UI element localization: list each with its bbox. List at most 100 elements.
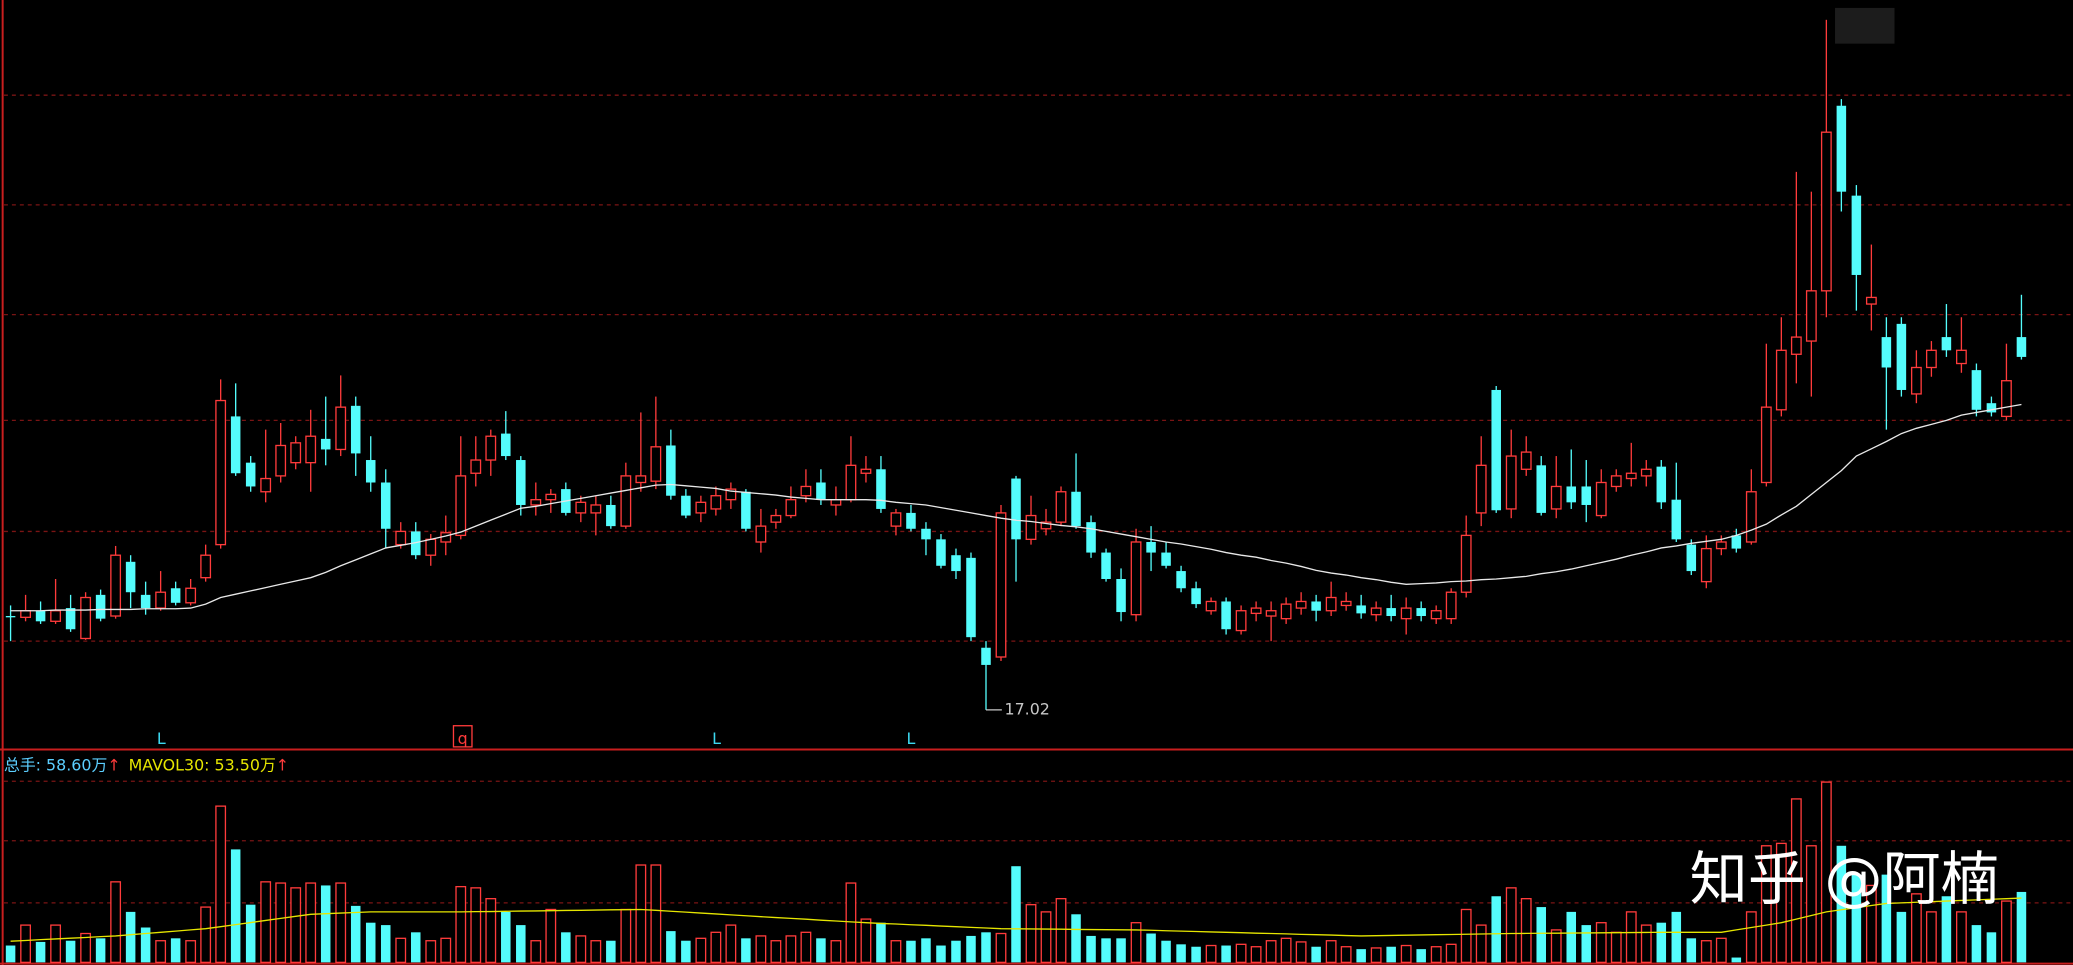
volume-bar: [455, 885, 467, 964]
candle-body: [1836, 105, 1847, 192]
volume-bar: [1280, 937, 1292, 964]
info-box: [1835, 7, 1895, 44]
plot-area: [5, 19, 2027, 964]
candle-body: [725, 488, 737, 501]
candle-body: [245, 462, 256, 487]
candle-body: [65, 608, 76, 630]
candle-body: [1805, 290, 1817, 342]
candle-body: [1280, 603, 1292, 620]
marker: L: [157, 729, 166, 748]
candle-body: [170, 588, 181, 603]
candle-body: [1386, 608, 1396, 617]
candle-body: [1445, 591, 1457, 620]
candle-body: [1640, 468, 1652, 477]
candle-body: [710, 495, 722, 510]
volume-bar: [1191, 946, 1201, 963]
volume-bar: [1295, 941, 1307, 964]
candle-body: [1820, 131, 1832, 292]
candle-body: [695, 501, 707, 514]
volume-bar: [995, 932, 1007, 964]
candle-body: [530, 499, 542, 506]
candle-body: [1116, 579, 1126, 613]
candle-body: [95, 594, 106, 619]
candle-body: [1520, 451, 1532, 470]
arrow: ↑: [276, 756, 289, 775]
volume-bar: [185, 940, 197, 964]
candle-body: [125, 561, 136, 593]
volume-bar: [410, 932, 421, 963]
volume-bar: [741, 938, 751, 963]
candle-body: [1101, 552, 1111, 579]
volume-bar: [606, 940, 616, 963]
volume-bar: [1416, 949, 1426, 963]
candle-body: [785, 499, 797, 517]
volume-bar: [20, 924, 32, 964]
candle-body: [230, 416, 241, 474]
candle-body: [1221, 601, 1231, 630]
marker-box: [452, 725, 473, 748]
candle-body: [830, 499, 842, 506]
volume-bar: [1581, 925, 1592, 963]
volume-bar: [1040, 911, 1052, 964]
candle-body: [635, 475, 647, 484]
candle-body: [1176, 571, 1186, 589]
candle-body: [455, 475, 467, 537]
candle-body: [5, 616, 16, 618]
candle-body: [110, 554, 122, 617]
volume-bar: [1221, 945, 1231, 963]
volume-bar: [800, 931, 812, 964]
volume-bar: [575, 935, 587, 964]
candle-body: [921, 528, 931, 540]
volume-bar: [1325, 940, 1337, 964]
candle-body: [395, 530, 407, 546]
candle-body: [1011, 478, 1021, 540]
volume-bar: [275, 882, 287, 964]
price-ma-line: [10, 403, 2022, 612]
candle-body: [1865, 296, 1877, 305]
candle-body: [1071, 491, 1081, 527]
candle-body: [501, 433, 511, 457]
volume-bar: [1116, 938, 1126, 963]
volume-bar: [1311, 946, 1321, 963]
price-grid: [3, 94, 2073, 904]
volume-bar: [380, 925, 391, 963]
candle-body: [681, 495, 691, 516]
candle-body: [1025, 514, 1037, 541]
volume-bar: [1971, 925, 1982, 963]
candle-body: [1745, 491, 1757, 543]
candle-body: [966, 557, 976, 638]
candle-body: [1460, 534, 1472, 593]
volume-bar: [155, 940, 167, 964]
volume-bar: [1731, 957, 1742, 963]
volume-bar: [785, 935, 797, 964]
volume-bar: [755, 935, 767, 964]
candle-body: [2016, 337, 2027, 357]
volume-bar: [966, 935, 976, 963]
volume-bar: [1071, 914, 1081, 963]
volume-bar: [215, 805, 227, 964]
candle-body: [215, 399, 227, 546]
volume-bar: [1836, 845, 1847, 963]
volume-bar: [2001, 900, 2012, 964]
volume-bar: [1400, 944, 1412, 964]
volume-bar: [981, 932, 991, 963]
volume-bar: [1925, 911, 1937, 964]
volume-bar: [516, 925, 526, 963]
volume-bar: [1356, 949, 1366, 963]
volume-bar: [140, 927, 151, 963]
candle-body: [1550, 485, 1562, 510]
volume-bar: [1820, 781, 1832, 964]
volume-bar: [425, 940, 437, 964]
candle-body: [1250, 607, 1262, 615]
volume-bar: [50, 924, 62, 964]
volume-bar: [590, 940, 602, 964]
volume-bar: [1610, 931, 1622, 964]
candle-body: [275, 444, 287, 477]
candle-body: [20, 610, 32, 618]
mavol-label: MAVOL30: 53.50万: [129, 756, 276, 775]
volume-bar: [830, 940, 842, 964]
volume-bar: [1011, 866, 1021, 963]
volume-bar: [1790, 798, 1802, 964]
volume-bar: [65, 940, 76, 963]
